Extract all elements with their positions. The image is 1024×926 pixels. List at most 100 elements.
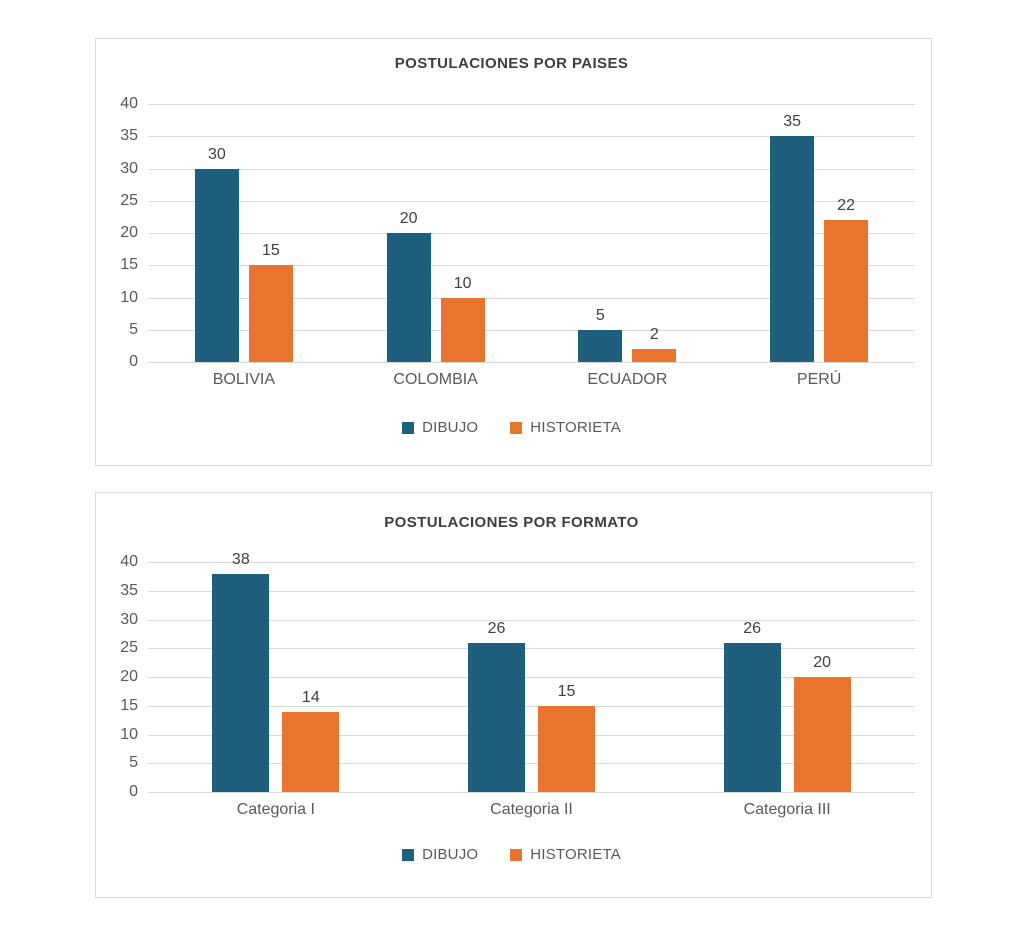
chart-panel-paises: POSTULACIONES POR PAISES 0 5 10 15 20 25 30 35 4… <box>95 38 932 466</box>
y-tick-label: 0 <box>129 783 138 800</box>
category-label: Categoria III <box>743 801 831 818</box>
y-tick-label: 30 <box>120 159 138 177</box>
y-tick-label: 20 <box>120 224 138 241</box>
bar-column: 20 <box>793 562 851 792</box>
chart-panel-formato: POSTULACIONES POR FORMATO 0 5 10 15 20 25 30 35… <box>95 492 932 898</box>
bar-column: 10 <box>440 104 485 362</box>
gridline <box>148 590 915 592</box>
chart-title-formato: POSTULACIONES POR FORMATO <box>384 514 639 531</box>
legend-swatch-icon <box>510 421 523 434</box>
gridline <box>148 297 915 299</box>
y-tick-label: 10 <box>120 288 138 306</box>
bar-column: 26 <box>468 562 525 792</box>
category-label: COLOMBIA <box>393 371 478 388</box>
gridline <box>148 734 915 736</box>
bar-value-label: 20 <box>813 654 832 671</box>
gridline <box>148 648 915 650</box>
y-tick-label: 10 <box>120 725 138 743</box>
bar-column: 30 <box>194 104 239 362</box>
chart-legend: DIBUJO HISTORIETA <box>108 846 915 863</box>
gridline <box>148 329 915 331</box>
y-tick-label: 0 <box>129 353 138 370</box>
y-tick-label: 15 <box>120 256 138 274</box>
gridline <box>148 763 915 765</box>
y-tick-label: 5 <box>129 320 138 338</box>
bar-dibujo <box>468 642 525 792</box>
legend-item-historieta: HISTORIETA <box>510 846 621 863</box>
category-label: Categoria II <box>490 801 573 818</box>
bar-value-label: 10 <box>453 274 472 292</box>
bar-historieta <box>538 705 595 792</box>
legend-label: DIBUJO <box>422 846 479 863</box>
x-axis-labels: Categoria I Categoria II Categoria III <box>148 801 915 819</box>
category-label: Categoria I <box>236 801 315 818</box>
y-tick-label: 25 <box>120 639 138 657</box>
bar-value-label: 26 <box>487 619 506 637</box>
y-tick-label: 5 <box>129 754 138 772</box>
legend-item-dibujo: DIBUJO <box>402 419 478 436</box>
bar-column: 26 <box>723 562 781 792</box>
bar-dibujo <box>194 168 239 362</box>
bar-column: 38 <box>212 551 270 792</box>
bar-historieta <box>793 677 851 792</box>
bar-value-label: 14 <box>301 688 320 706</box>
bar-group: 26 15 <box>404 562 660 792</box>
gridline <box>148 233 915 234</box>
bar-column: 5 <box>578 104 623 362</box>
x-axis-labels: BOLIVIA COLOMBIA ECUADOR PERÚ <box>148 371 915 389</box>
y-tick-label: 20 <box>120 668 138 685</box>
bar-group: 30 15 <box>148 104 340 362</box>
category-label: BOLIVIA <box>212 371 275 388</box>
bar-column: 20 <box>386 104 431 362</box>
legend-label: HISTORIETA <box>530 419 621 436</box>
plot-wrap: 30 15 20 10 5 2 35 22 BOLIVIA COLOMBIA ECUADOR PER… <box>148 104 915 389</box>
bar-column: 35 <box>770 104 815 362</box>
legend-label: DIBUJO <box>422 419 479 436</box>
bar-value-label: 2 <box>649 326 659 344</box>
bar-column: 15 <box>248 104 293 362</box>
y-axis: 0 5 10 15 20 25 30 35 40 <box>108 96 148 370</box>
y-tick-label: 30 <box>120 610 138 628</box>
bar-groups: 30 15 20 10 5 2 35 22 <box>148 104 915 362</box>
bar-historieta <box>282 711 340 792</box>
y-tick-label: 35 <box>120 581 138 599</box>
gridline <box>148 265 915 267</box>
chart-body: 0 5 10 15 20 25 30 35 40 30 15 20 10 5 2 35 22 BOLIVIA C… <box>108 96 915 389</box>
bar-dibujo <box>770 136 815 362</box>
chart-body: 0 5 10 15 20 25 30 35 40 38 14 26 15 26 20 Categoria … <box>108 551 915 819</box>
gridline <box>148 362 915 363</box>
gridline <box>148 705 915 707</box>
bar-column: 2 <box>632 104 677 362</box>
bar-value-label: 15 <box>557 682 576 700</box>
bar-value-label: 15 <box>261 242 280 260</box>
bar-dibujo <box>723 642 781 792</box>
bar-value-label: 30 <box>207 145 226 163</box>
y-tick-label: 40 <box>120 95 138 112</box>
gridline <box>148 677 915 678</box>
plot-area: 30 15 20 10 5 2 35 22 <box>148 104 915 363</box>
bar-historieta <box>248 265 293 362</box>
gridline <box>148 136 915 138</box>
bar-value-label: 26 <box>743 619 762 637</box>
gridline <box>148 792 915 793</box>
bar-dibujo <box>212 573 270 792</box>
gridline <box>148 200 915 202</box>
bar-group: 38 14 <box>148 551 404 792</box>
legend-label: HISTORIETA <box>530 846 621 863</box>
plot-area: 38 14 26 15 26 20 <box>148 551 915 793</box>
bar-value-label: 5 <box>595 306 605 324</box>
bar-dibujo <box>386 233 431 362</box>
bar-groups: 38 14 26 15 26 20 <box>148 551 915 792</box>
gridline <box>148 619 915 621</box>
bar-historieta <box>440 297 485 362</box>
legend-item-historieta: HISTORIETA <box>510 419 621 436</box>
bar-dibujo <box>578 329 623 362</box>
chart-legend: DIBUJO HISTORIETA <box>108 419 915 436</box>
bar-historieta <box>824 220 869 362</box>
legend-swatch-icon <box>510 848 523 861</box>
y-tick-label: 40 <box>120 553 138 570</box>
bar-group: 35 22 <box>723 104 915 362</box>
bar-value-label: 38 <box>231 550 250 568</box>
gridline <box>148 562 915 563</box>
